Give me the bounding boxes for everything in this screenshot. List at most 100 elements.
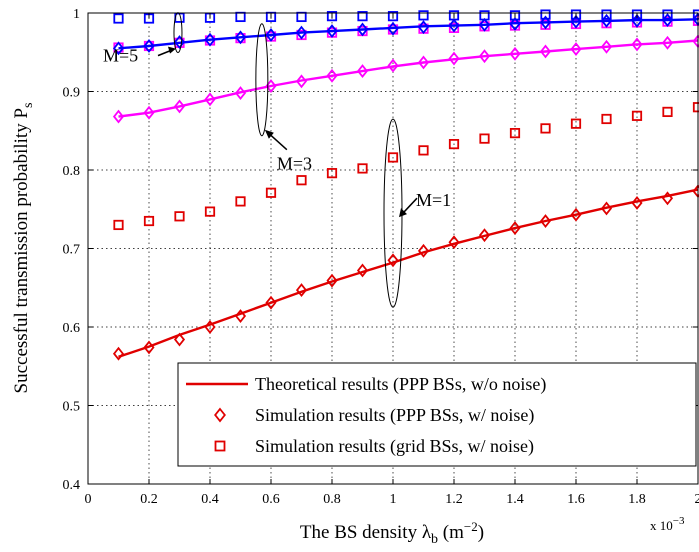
ppp-sim-point-m3 (661, 35, 674, 50)
grid-sim-point-m5 (296, 11, 307, 23)
m3-arrowhead (264, 129, 274, 139)
ppp-sim-point-m1 (478, 228, 491, 243)
ppp-sim-point-m3 (326, 68, 338, 83)
grid-sim-point-m5 (540, 9, 551, 20)
ppp-sim-point-m1 (173, 332, 186, 347)
legend-diamond-swatch (214, 407, 226, 423)
m1-arrowhead (399, 208, 407, 218)
ppp-sim-point-m5 (661, 13, 674, 28)
grid-sim-point-m1 (418, 145, 429, 156)
x-tick-label: 1.8 (628, 492, 646, 507)
grid-sim-point-m1 (357, 163, 368, 174)
grid-sim-point-m1 (265, 187, 277, 198)
grid-sim-point-m1 (235, 196, 246, 207)
grid-sim-point-m5 (235, 11, 246, 23)
ppp-sim-point-m1 (661, 191, 674, 206)
grid-sim-point-m5 (631, 9, 643, 20)
ppp-sim-point-m5 (417, 20, 430, 35)
grid-sim-point-m1 (631, 110, 643, 121)
m3-ellipse (255, 23, 269, 137)
theory-line-m3 (118, 39, 699, 118)
y-tick-label: 0.6 (63, 321, 81, 336)
m5-ellipse (173, 12, 183, 54)
ppp-sim-point-m3 (448, 51, 460, 66)
x-tick-label: 0 (85, 492, 92, 507)
ppp-sim-point-m3 (509, 46, 521, 61)
x-axis-label: The BS density λb (m−2) (300, 519, 484, 547)
grid-sim-point-m1 (448, 138, 460, 150)
legend-entry-label: Theoretical results (PPP BSs, w/o noise) (255, 374, 546, 395)
ppp-sim-point-m5 (234, 30, 247, 45)
ppp-sim-point-m3 (234, 86, 247, 101)
ppp-sim-point-m5 (112, 41, 125, 56)
ppp-sim-point-m1 (295, 283, 308, 298)
ppp-sim-point-m3 (570, 42, 582, 57)
ppp-sim-point-m1 (326, 273, 338, 288)
ppp-sim-point-m1 (509, 221, 521, 236)
grid-sim-point-m5 (387, 11, 399, 22)
grid-sim-point-m1 (387, 152, 399, 163)
grid-sim-point-m5 (326, 11, 338, 22)
ppp-sim-point-m3 (478, 49, 491, 64)
grid-sim-point-m5 (418, 10, 429, 21)
y-tick-label: 0.9 (63, 86, 81, 101)
plot-area (112, 9, 699, 361)
ppp-sim-point-m1 (204, 320, 216, 334)
ppp-sim-point-m5 (204, 32, 216, 47)
grid-sim-point-m1 (174, 211, 185, 222)
grid-sim-point-m1 (540, 123, 551, 134)
grid-sim-point-m5 (662, 9, 673, 20)
ppp-sim-point-m1 (143, 340, 155, 355)
ppp-sim-point-m1 (570, 207, 582, 222)
ppp-sim-point-m5 (143, 39, 155, 53)
x-tick-label: 1.2 (445, 492, 463, 507)
m1-label: M=1 (416, 190, 451, 210)
y-tick-label: 0.7 (63, 243, 81, 258)
ppp-sim-point-m3 (387, 58, 399, 73)
annotations: M=1 M=3 M=5 (103, 12, 451, 308)
legend-entry-label: Simulation results (grid BSs, w/ noise) (255, 436, 534, 457)
grid-sim-point-m1 (204, 206, 216, 217)
x-tick-label: 0.2 (140, 492, 158, 507)
legend-entry-label: Simulation results (PPP BSs, w/ noise) (255, 405, 534, 426)
axis-ticks: 0 0.2 0.4 0.6 0.8 1 1.2 1.4 1.6 1.8 2 0.4 0.5 0.6 0.7 0… (63, 7, 699, 507)
ppp-sim-point-m3 (539, 44, 552, 59)
ppp-sim-point-m3 (204, 92, 216, 107)
grid-sim-point-m1 (326, 168, 338, 179)
grid-sim-point-m5 (601, 9, 612, 20)
x-tick-label: 1.4 (506, 492, 524, 507)
ppp-sim-point-m1 (265, 295, 277, 310)
ppp-sim-point-m3 (143, 105, 155, 120)
y-tick-label: 0.5 (63, 400, 81, 415)
y-tick-label: 0.8 (63, 164, 81, 179)
ppp-sim-point-m1 (417, 243, 430, 258)
legend-square-swatch (214, 440, 226, 452)
m3-label: M=3 (277, 154, 312, 174)
grid-sim-point-m1 (479, 133, 490, 144)
ppp-sim-point-m3 (295, 74, 308, 89)
ppp-sim-point-m3 (112, 109, 125, 124)
grid-sim-point-m1 (509, 128, 521, 139)
y-tick-label: 0.4 (63, 478, 81, 493)
ppp-sim-point-m3 (600, 39, 613, 54)
legend: Theoretical results (PPP BSs, w/o noise)… (177, 362, 697, 467)
legend-box (177, 362, 697, 467)
grid-sim-point-m5 (570, 9, 582, 20)
x-tick-label: 2 (695, 492, 699, 507)
x-tick-label: 1.6 (567, 492, 585, 507)
m5-label: M=5 (103, 46, 138, 66)
ppp-sim-point-m3 (417, 55, 430, 70)
ppp-sim-point-m1 (631, 196, 643, 210)
grid-sim-point-m1 (570, 118, 582, 129)
grid-sim-point-m1 (601, 113, 612, 125)
grid-sim-point-m1 (662, 106, 673, 118)
grid-sim-point-m5 (113, 13, 124, 24)
x-tick-label: 0.4 (201, 492, 219, 507)
x-tick-label: 0.6 (262, 492, 280, 507)
ppp-sim-point-m1 (600, 201, 613, 216)
ppp-sim-point-m3 (173, 99, 186, 114)
grid-sim-point-m1 (113, 219, 124, 231)
ppp-sim-point-m1 (112, 346, 125, 361)
ppp-sim-point-m5 (570, 14, 582, 29)
